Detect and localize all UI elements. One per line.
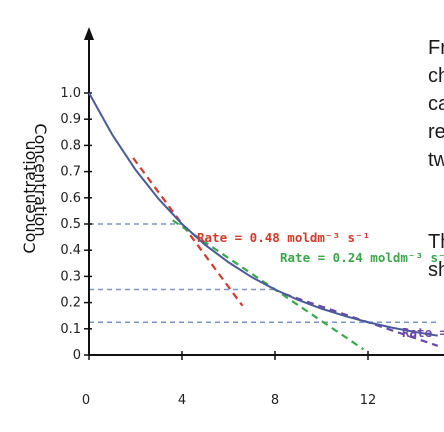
side-paragraph-1-line: ca bbox=[428, 93, 444, 115]
y-tick-label: 0 bbox=[73, 348, 81, 363]
y-tick-label: 0.8 bbox=[60, 138, 81, 153]
side-paragraph-1-line: Fr bbox=[428, 37, 444, 59]
y-tick-label: 0.5 bbox=[60, 217, 81, 232]
side-paragraph-1-line: tw bbox=[428, 149, 444, 171]
concentration-curve bbox=[88, 92, 438, 337]
y-tick-label: 0.4 bbox=[60, 243, 81, 258]
y-axis-label-mirrored: Concentration bbox=[31, 123, 50, 236]
y-tick-label: 0.3 bbox=[60, 269, 81, 284]
y-tick-label: 0.2 bbox=[60, 296, 81, 311]
tangent-label-3: Rate = 0.12 moldm⁻³ s⁻¹ bbox=[402, 325, 444, 340]
x-tick-label: 8 bbox=[271, 393, 279, 408]
y-axis-arrow bbox=[84, 27, 94, 40]
x-tick-label: 4 bbox=[178, 393, 186, 408]
y-tick-label: 0.7 bbox=[60, 165, 81, 180]
y-tick-label: 0.1 bbox=[60, 322, 81, 337]
y-tick-label: 0.6 bbox=[60, 191, 81, 206]
side-paragraph-1-line: re bbox=[428, 121, 444, 143]
y-tick-label: 1.0 bbox=[60, 86, 81, 101]
y-tick-label: 0.9 bbox=[60, 112, 81, 127]
tangent-line-1 bbox=[132, 157, 244, 307]
tangent-line-2 bbox=[172, 219, 364, 351]
side-paragraph-2-line: Th bbox=[428, 231, 444, 253]
tangent-label-2: Rate = 0.24 moldm⁻³ s⁻¹ bbox=[280, 250, 444, 265]
tangent-line-3 bbox=[283, 292, 439, 347]
side-paragraph-1-line: ch bbox=[428, 65, 444, 87]
x-tick-label: 0 bbox=[82, 393, 90, 408]
tangent-label-1: Rate = 0.48 moldm⁻³ s⁻¹ bbox=[197, 230, 370, 245]
side-paragraph-2-line: sh bbox=[428, 259, 444, 281]
x-tick-label: 12 bbox=[360, 393, 377, 408]
y-axis-label: Concentration bbox=[20, 140, 39, 253]
